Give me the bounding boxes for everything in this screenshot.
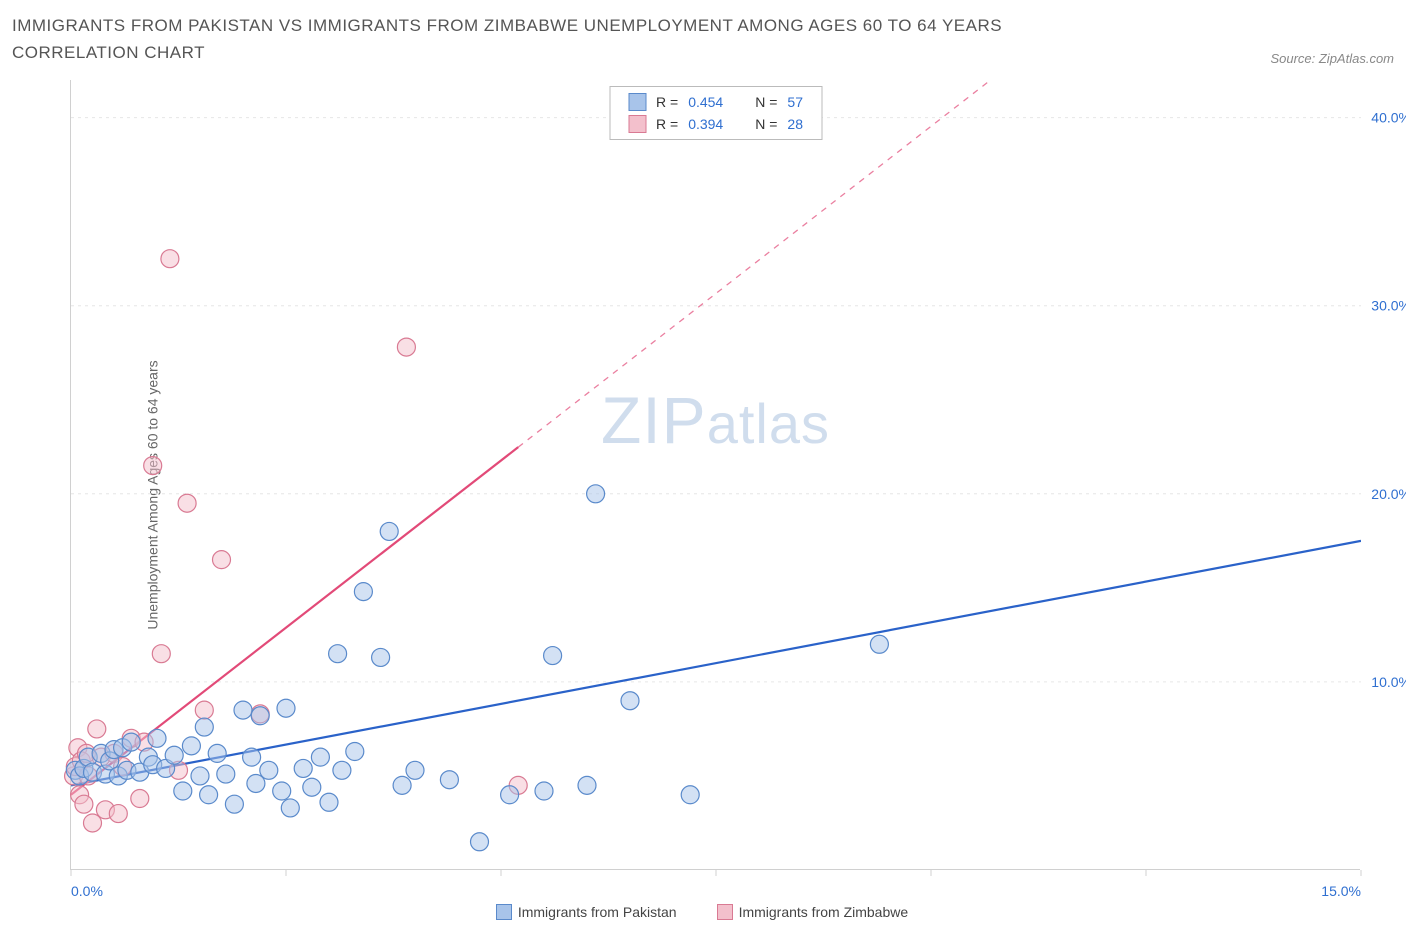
legend-swatch [628, 115, 646, 133]
svg-text:30.0%: 30.0% [1371, 298, 1406, 314]
stats-row: R = 0.454N = 57 [628, 91, 803, 113]
legend-label: Immigrants from Pakistan [518, 904, 677, 920]
legend-item: Immigrants from Pakistan [496, 904, 677, 920]
stats-row: R = 0.394N = 28 [628, 113, 803, 135]
legend-swatch [717, 904, 733, 920]
svg-text:20.0%: 20.0% [1371, 486, 1406, 502]
legend-swatch [496, 904, 512, 920]
source-credit: Source: ZipAtlas.com [1270, 51, 1394, 66]
svg-text:10.0%: 10.0% [1371, 674, 1406, 690]
legend-item: Immigrants from Zimbabwe [717, 904, 909, 920]
legend-bottom: Immigrants from Pakistan Immigrants from … [12, 904, 1392, 920]
plot-area: 0.0%15.0%10.0%20.0%30.0%40.0% ZIPatlas R… [70, 80, 1360, 870]
stats-legend: R = 0.454N = 57R = 0.394N = 28 [609, 86, 822, 140]
legend-swatch [628, 93, 646, 111]
chart-title: IMMIGRANTS FROM PAKISTAN VS IMMIGRANTS F… [12, 12, 1112, 66]
svg-text:40.0%: 40.0% [1371, 110, 1406, 126]
svg-text:15.0%: 15.0% [1321, 883, 1361, 899]
chart-container: Unemployment Among Ages 60 to 64 years 0… [12, 70, 1392, 920]
legend-label: Immigrants from Zimbabwe [739, 904, 909, 920]
svg-text:0.0%: 0.0% [71, 883, 103, 899]
